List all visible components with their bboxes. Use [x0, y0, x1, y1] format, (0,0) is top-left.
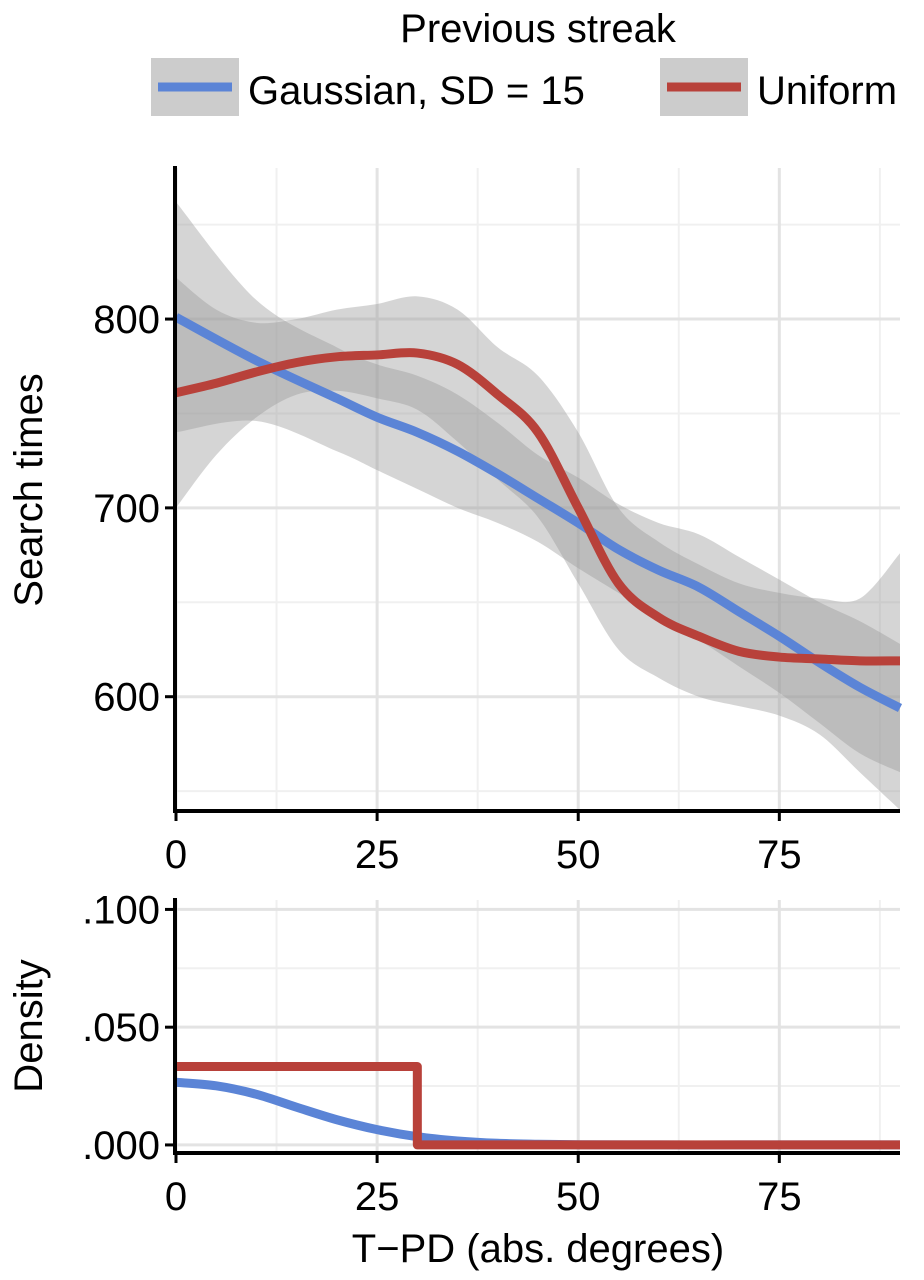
- bottom-series-uniform: [176, 1062, 900, 1150]
- bottom-y-tick-label: .050: [82, 1006, 160, 1050]
- bottom-panel-lines: [175, 1062, 900, 1150]
- top-panel-lines: [173, 313, 903, 713]
- top-series-uniform: [174, 348, 901, 666]
- top-y-tick-label: 600: [93, 676, 160, 720]
- top-x-tick-label: 0: [165, 833, 187, 877]
- top-panel-ribbons: [176, 201, 900, 810]
- top-x-tick-label: 75: [757, 833, 802, 877]
- top-series-gaussian: [173, 313, 903, 713]
- bottom-panel-axes: 0 25 50 75 .000 .050 .100: [82, 888, 900, 1219]
- top-y-axis-label: Search times: [7, 373, 51, 606]
- bottom-y-axis-label: Density: [7, 959, 51, 1092]
- legend-entry-gaussian: Gaussian, SD = 15: [248, 69, 585, 113]
- bottom-x-tick-label: 50: [556, 1175, 601, 1219]
- bottom-panel: 0 25 50 75 .000 .050 .100 Density T−PD (abs. d…: [7, 888, 900, 1271]
- bottom-y-tick-label: .100: [82, 888, 160, 932]
- bottom-x-tick-label: 0: [165, 1175, 187, 1219]
- top-x-tick-label: 25: [355, 833, 400, 877]
- top-x-tick-label: 50: [556, 833, 601, 877]
- top-panel-axes: 0 25 50 75 600 700 800: [93, 166, 900, 877]
- legend-title: Previous streak: [400, 7, 677, 51]
- top-y-tick-label: 700: [93, 487, 160, 531]
- top-ci-band-gaussian: [176, 201, 900, 773]
- bottom-panel-grid: [174, 900, 900, 1152]
- top-y-tick-label: 800: [93, 298, 160, 342]
- bottom-x-tick-label: 25: [355, 1175, 400, 1219]
- bottom-y-tick-label: .000: [82, 1124, 160, 1168]
- bottom-x-tick-label: 75: [757, 1175, 802, 1219]
- bottom-series-gaussian: [175, 1077, 900, 1150]
- x-axis-label: T−PD (abs. degrees): [352, 1227, 724, 1271]
- legend-entry-uniform: Uniform: [757, 69, 897, 113]
- top-ci-band-uniform: [176, 277, 900, 810]
- legend: Previous streak Gaussian, SD = 15 Unifor…: [151, 7, 897, 116]
- top-panel: 0 25 50 75 600 700 800 Search times: [7, 166, 903, 877]
